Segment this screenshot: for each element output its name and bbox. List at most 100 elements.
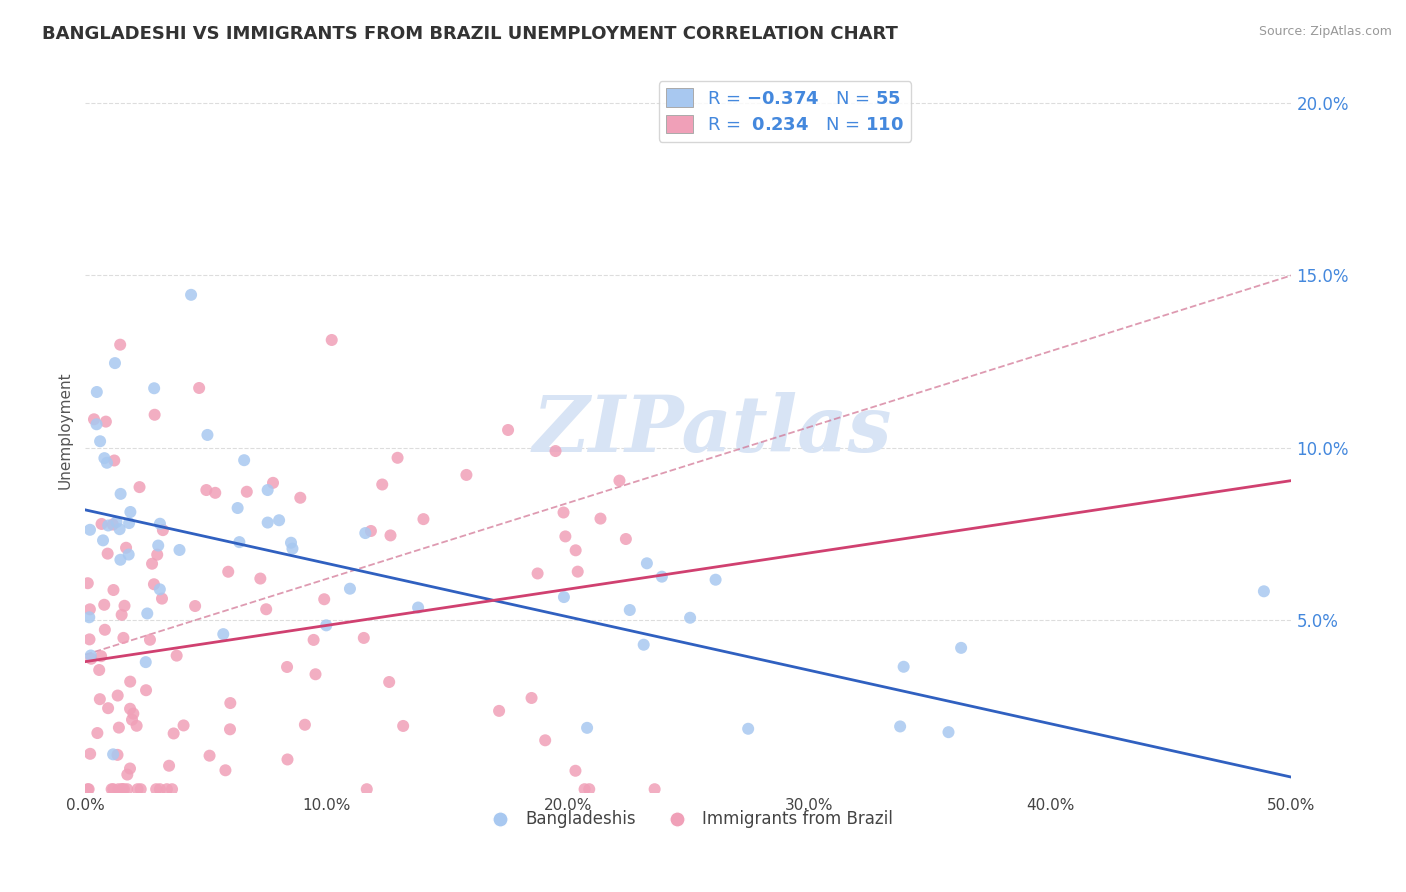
Point xyxy=(184,599,207,613)
Point xyxy=(166,648,188,663)
Point xyxy=(893,659,915,673)
Point xyxy=(651,569,673,583)
Point xyxy=(80,652,103,666)
Point xyxy=(79,632,101,647)
Point xyxy=(214,764,236,778)
Point xyxy=(103,582,125,597)
Point xyxy=(90,649,112,664)
Point xyxy=(97,701,120,715)
Point xyxy=(619,603,641,617)
Point xyxy=(406,600,429,615)
Point xyxy=(197,428,219,442)
Point xyxy=(93,598,115,612)
Point xyxy=(160,782,183,797)
Point xyxy=(79,602,101,616)
Point xyxy=(412,512,434,526)
Point xyxy=(110,487,132,501)
Point xyxy=(198,748,221,763)
Point xyxy=(80,648,103,663)
Point xyxy=(553,590,575,604)
Point xyxy=(145,782,167,797)
Point xyxy=(387,450,409,465)
Point xyxy=(262,475,284,490)
Point xyxy=(704,573,727,587)
Point xyxy=(679,611,702,625)
Point xyxy=(204,485,226,500)
Text: Source: ZipAtlas.com: Source: ZipAtlas.com xyxy=(1258,25,1392,38)
Point xyxy=(76,782,98,797)
Point xyxy=(76,576,98,591)
Point xyxy=(256,483,278,497)
Point xyxy=(254,602,277,616)
Point xyxy=(280,535,302,549)
Point xyxy=(554,529,576,543)
Point xyxy=(180,288,202,302)
Point xyxy=(108,337,131,351)
Point xyxy=(378,675,401,690)
Point xyxy=(115,541,138,555)
Point xyxy=(520,690,543,705)
Point xyxy=(100,782,122,797)
Point xyxy=(564,764,586,778)
Point xyxy=(83,412,105,426)
Point xyxy=(212,627,235,641)
Point xyxy=(120,505,142,519)
Point xyxy=(228,535,250,549)
Point xyxy=(544,444,567,458)
Point xyxy=(94,623,117,637)
Legend: Bangladeshis, Immigrants from Brazil: Bangladeshis, Immigrants from Brazil xyxy=(477,804,900,835)
Point xyxy=(589,511,612,525)
Point xyxy=(488,704,510,718)
Point xyxy=(125,719,148,733)
Point xyxy=(371,477,394,491)
Point xyxy=(574,782,596,797)
Point xyxy=(149,582,172,597)
Point xyxy=(636,557,658,571)
Point xyxy=(217,565,239,579)
Point xyxy=(567,565,589,579)
Point xyxy=(79,523,101,537)
Point xyxy=(339,582,361,596)
Point xyxy=(290,491,312,505)
Point xyxy=(304,667,326,681)
Point xyxy=(354,526,377,541)
Point xyxy=(93,451,115,466)
Point xyxy=(173,718,195,732)
Y-axis label: Unemployment: Unemployment xyxy=(58,372,72,490)
Point xyxy=(614,532,637,546)
Point xyxy=(353,631,375,645)
Point xyxy=(152,523,174,537)
Point xyxy=(89,663,111,677)
Point xyxy=(1253,584,1275,599)
Point xyxy=(96,456,118,470)
Point xyxy=(169,543,191,558)
Point xyxy=(139,632,162,647)
Point xyxy=(950,640,973,655)
Point xyxy=(150,591,173,606)
Point xyxy=(578,782,600,797)
Point xyxy=(103,782,125,797)
Point xyxy=(496,423,519,437)
Point xyxy=(315,618,337,632)
Point xyxy=(136,607,159,621)
Point xyxy=(91,533,114,548)
Point xyxy=(107,782,129,797)
Point xyxy=(114,599,136,613)
Point xyxy=(105,515,128,529)
Point xyxy=(269,513,291,527)
Point xyxy=(321,333,343,347)
Point xyxy=(89,434,111,449)
Point xyxy=(146,548,169,562)
Point xyxy=(118,762,141,776)
Point xyxy=(938,725,960,739)
Point xyxy=(121,713,143,727)
Point xyxy=(127,782,149,797)
Point xyxy=(108,721,131,735)
Point xyxy=(553,506,575,520)
Point xyxy=(135,683,157,698)
Point xyxy=(77,782,100,797)
Point xyxy=(135,655,157,669)
Point xyxy=(143,381,166,395)
Point xyxy=(97,547,120,561)
Point xyxy=(120,674,142,689)
